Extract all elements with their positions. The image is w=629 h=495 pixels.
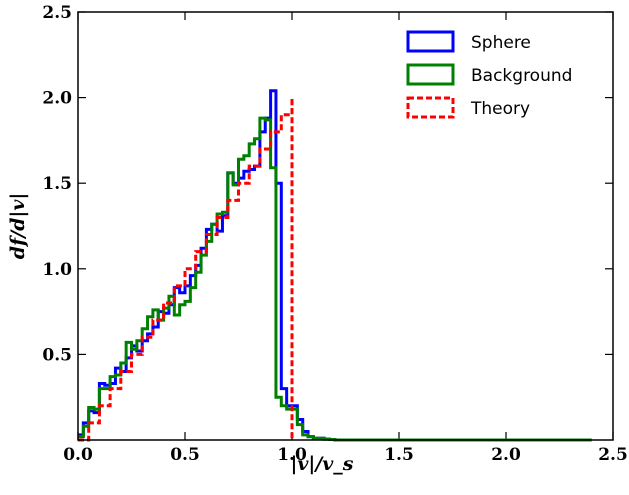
x-tick-label: 2.5 (598, 445, 628, 465)
y-tick-label: 1.5 (42, 174, 72, 194)
legend-label: Theory (470, 99, 530, 119)
x-tick-label: 0.5 (170, 445, 200, 465)
y-tick-label: 2.5 (42, 3, 72, 23)
series-line-sphere (78, 89, 592, 442)
legend-label: Background (471, 66, 572, 86)
tick-group: 0.0 0.5 1.0 1.5 2.0 2.5 0.5 1.0 1.5 2.0 2.5 (42, 3, 627, 465)
y-axis-title: df/d|v| (7, 193, 29, 260)
series-group (78, 89, 592, 442)
legend: Sphere Background Theory (406, 30, 572, 119)
legend-swatch (406, 96, 455, 119)
legend-swatch (406, 63, 455, 86)
plot-frame (77, 11, 614, 441)
legend-swatch (406, 30, 455, 53)
y-tick-label: 1.0 (42, 260, 72, 280)
y-tick-label: 2.0 (42, 89, 72, 109)
x-tick-label: 1.0 (277, 445, 307, 465)
series-line-theory (78, 97, 294, 442)
x-tick-label: 0.0 (63, 445, 93, 465)
x-axis-title: |v|/v_s (290, 453, 353, 475)
series-line-background (78, 116, 592, 442)
x-tick-label: 2.0 (491, 445, 521, 465)
x-tick-label: 1.5 (384, 445, 414, 465)
legend-label: Sphere (471, 33, 531, 53)
y-tick-label: 0.5 (42, 345, 72, 365)
